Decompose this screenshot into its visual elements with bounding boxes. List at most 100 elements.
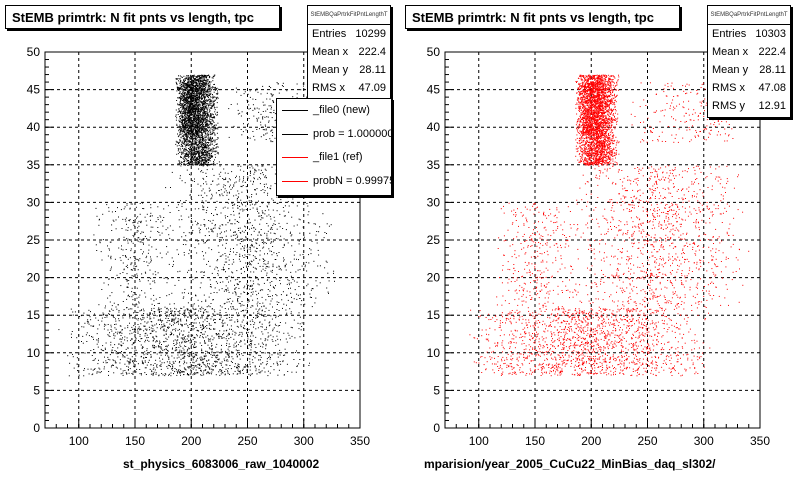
data-point xyxy=(204,319,206,321)
data-point xyxy=(200,150,201,152)
data-point xyxy=(187,125,189,127)
data-point xyxy=(203,104,205,106)
data-point xyxy=(176,117,178,119)
data-point xyxy=(187,84,189,86)
data-point xyxy=(297,322,299,324)
data-point xyxy=(199,96,200,98)
data-point xyxy=(174,360,176,362)
data-point xyxy=(183,156,185,158)
data-point xyxy=(176,86,178,88)
data-point xyxy=(209,126,210,128)
data-point xyxy=(248,354,250,355)
data-point xyxy=(208,366,210,368)
data-point xyxy=(184,145,186,147)
data-point xyxy=(214,154,216,156)
data-point xyxy=(208,142,209,144)
data-point xyxy=(218,359,220,361)
data-point xyxy=(183,87,185,89)
data-point xyxy=(189,133,191,135)
data-point xyxy=(165,345,167,347)
data-point xyxy=(200,107,202,109)
data-point xyxy=(101,349,103,351)
data-point xyxy=(190,100,192,102)
data-point xyxy=(223,333,225,335)
data-point xyxy=(191,157,193,159)
data-point xyxy=(194,85,196,87)
data-point xyxy=(194,142,196,144)
data-point xyxy=(237,344,239,346)
data-point xyxy=(187,163,189,165)
data-point xyxy=(209,286,211,288)
data-point xyxy=(206,371,208,373)
data-point xyxy=(204,101,206,103)
data-point xyxy=(159,324,160,325)
data-point xyxy=(240,310,242,312)
data-point xyxy=(119,325,121,327)
data-point xyxy=(200,160,202,162)
data-point xyxy=(201,128,203,130)
data-point xyxy=(275,344,277,346)
data-point xyxy=(171,368,172,370)
data-point xyxy=(190,93,192,95)
data-point xyxy=(188,164,190,166)
data-point xyxy=(265,338,267,340)
data-point xyxy=(206,151,208,153)
data-point xyxy=(246,322,248,324)
data-point xyxy=(146,364,148,366)
data-point xyxy=(189,85,191,87)
data-point xyxy=(190,78,192,80)
data-point xyxy=(187,107,189,109)
data-point xyxy=(237,373,239,375)
data-point xyxy=(101,320,103,322)
data-point xyxy=(274,224,276,225)
data-point xyxy=(296,224,298,226)
data-point xyxy=(88,323,90,325)
data-point xyxy=(213,120,214,122)
data-point xyxy=(212,97,214,99)
data-point xyxy=(196,148,198,150)
data-point xyxy=(195,152,197,154)
data-point xyxy=(262,346,264,348)
data-point xyxy=(211,371,213,373)
data-point xyxy=(202,90,204,92)
data-point xyxy=(181,96,183,98)
data-point xyxy=(200,164,202,166)
data-point xyxy=(188,152,190,153)
data-point xyxy=(143,354,145,356)
data-point xyxy=(277,238,279,240)
data-point xyxy=(151,371,153,373)
data-point xyxy=(150,318,152,320)
data-point xyxy=(189,75,191,77)
data-point xyxy=(197,97,199,99)
data-point xyxy=(152,336,153,338)
data-point xyxy=(113,333,115,335)
data-point xyxy=(243,366,245,368)
data-point xyxy=(209,348,211,350)
data-point xyxy=(188,120,190,122)
data-point xyxy=(197,118,199,120)
data-point xyxy=(266,326,267,328)
data-point xyxy=(199,112,201,114)
data-point xyxy=(183,153,185,155)
data-point xyxy=(226,359,228,361)
data-point xyxy=(206,350,208,352)
data-point xyxy=(174,315,176,317)
data-point xyxy=(202,123,203,125)
data-point xyxy=(231,308,233,310)
data-point xyxy=(145,374,147,375)
data-point xyxy=(200,117,202,119)
data-point xyxy=(178,163,180,165)
data-point xyxy=(184,368,186,370)
data-point xyxy=(178,346,180,348)
data-point xyxy=(195,124,197,126)
data-point xyxy=(245,365,247,367)
data-point xyxy=(160,328,162,330)
data-point xyxy=(202,358,204,360)
data-point xyxy=(216,87,218,89)
data-point xyxy=(195,85,197,87)
data-point xyxy=(277,353,279,355)
data-point xyxy=(180,128,182,130)
data-point xyxy=(181,135,183,137)
data-point xyxy=(190,124,192,126)
data-point xyxy=(193,313,195,315)
